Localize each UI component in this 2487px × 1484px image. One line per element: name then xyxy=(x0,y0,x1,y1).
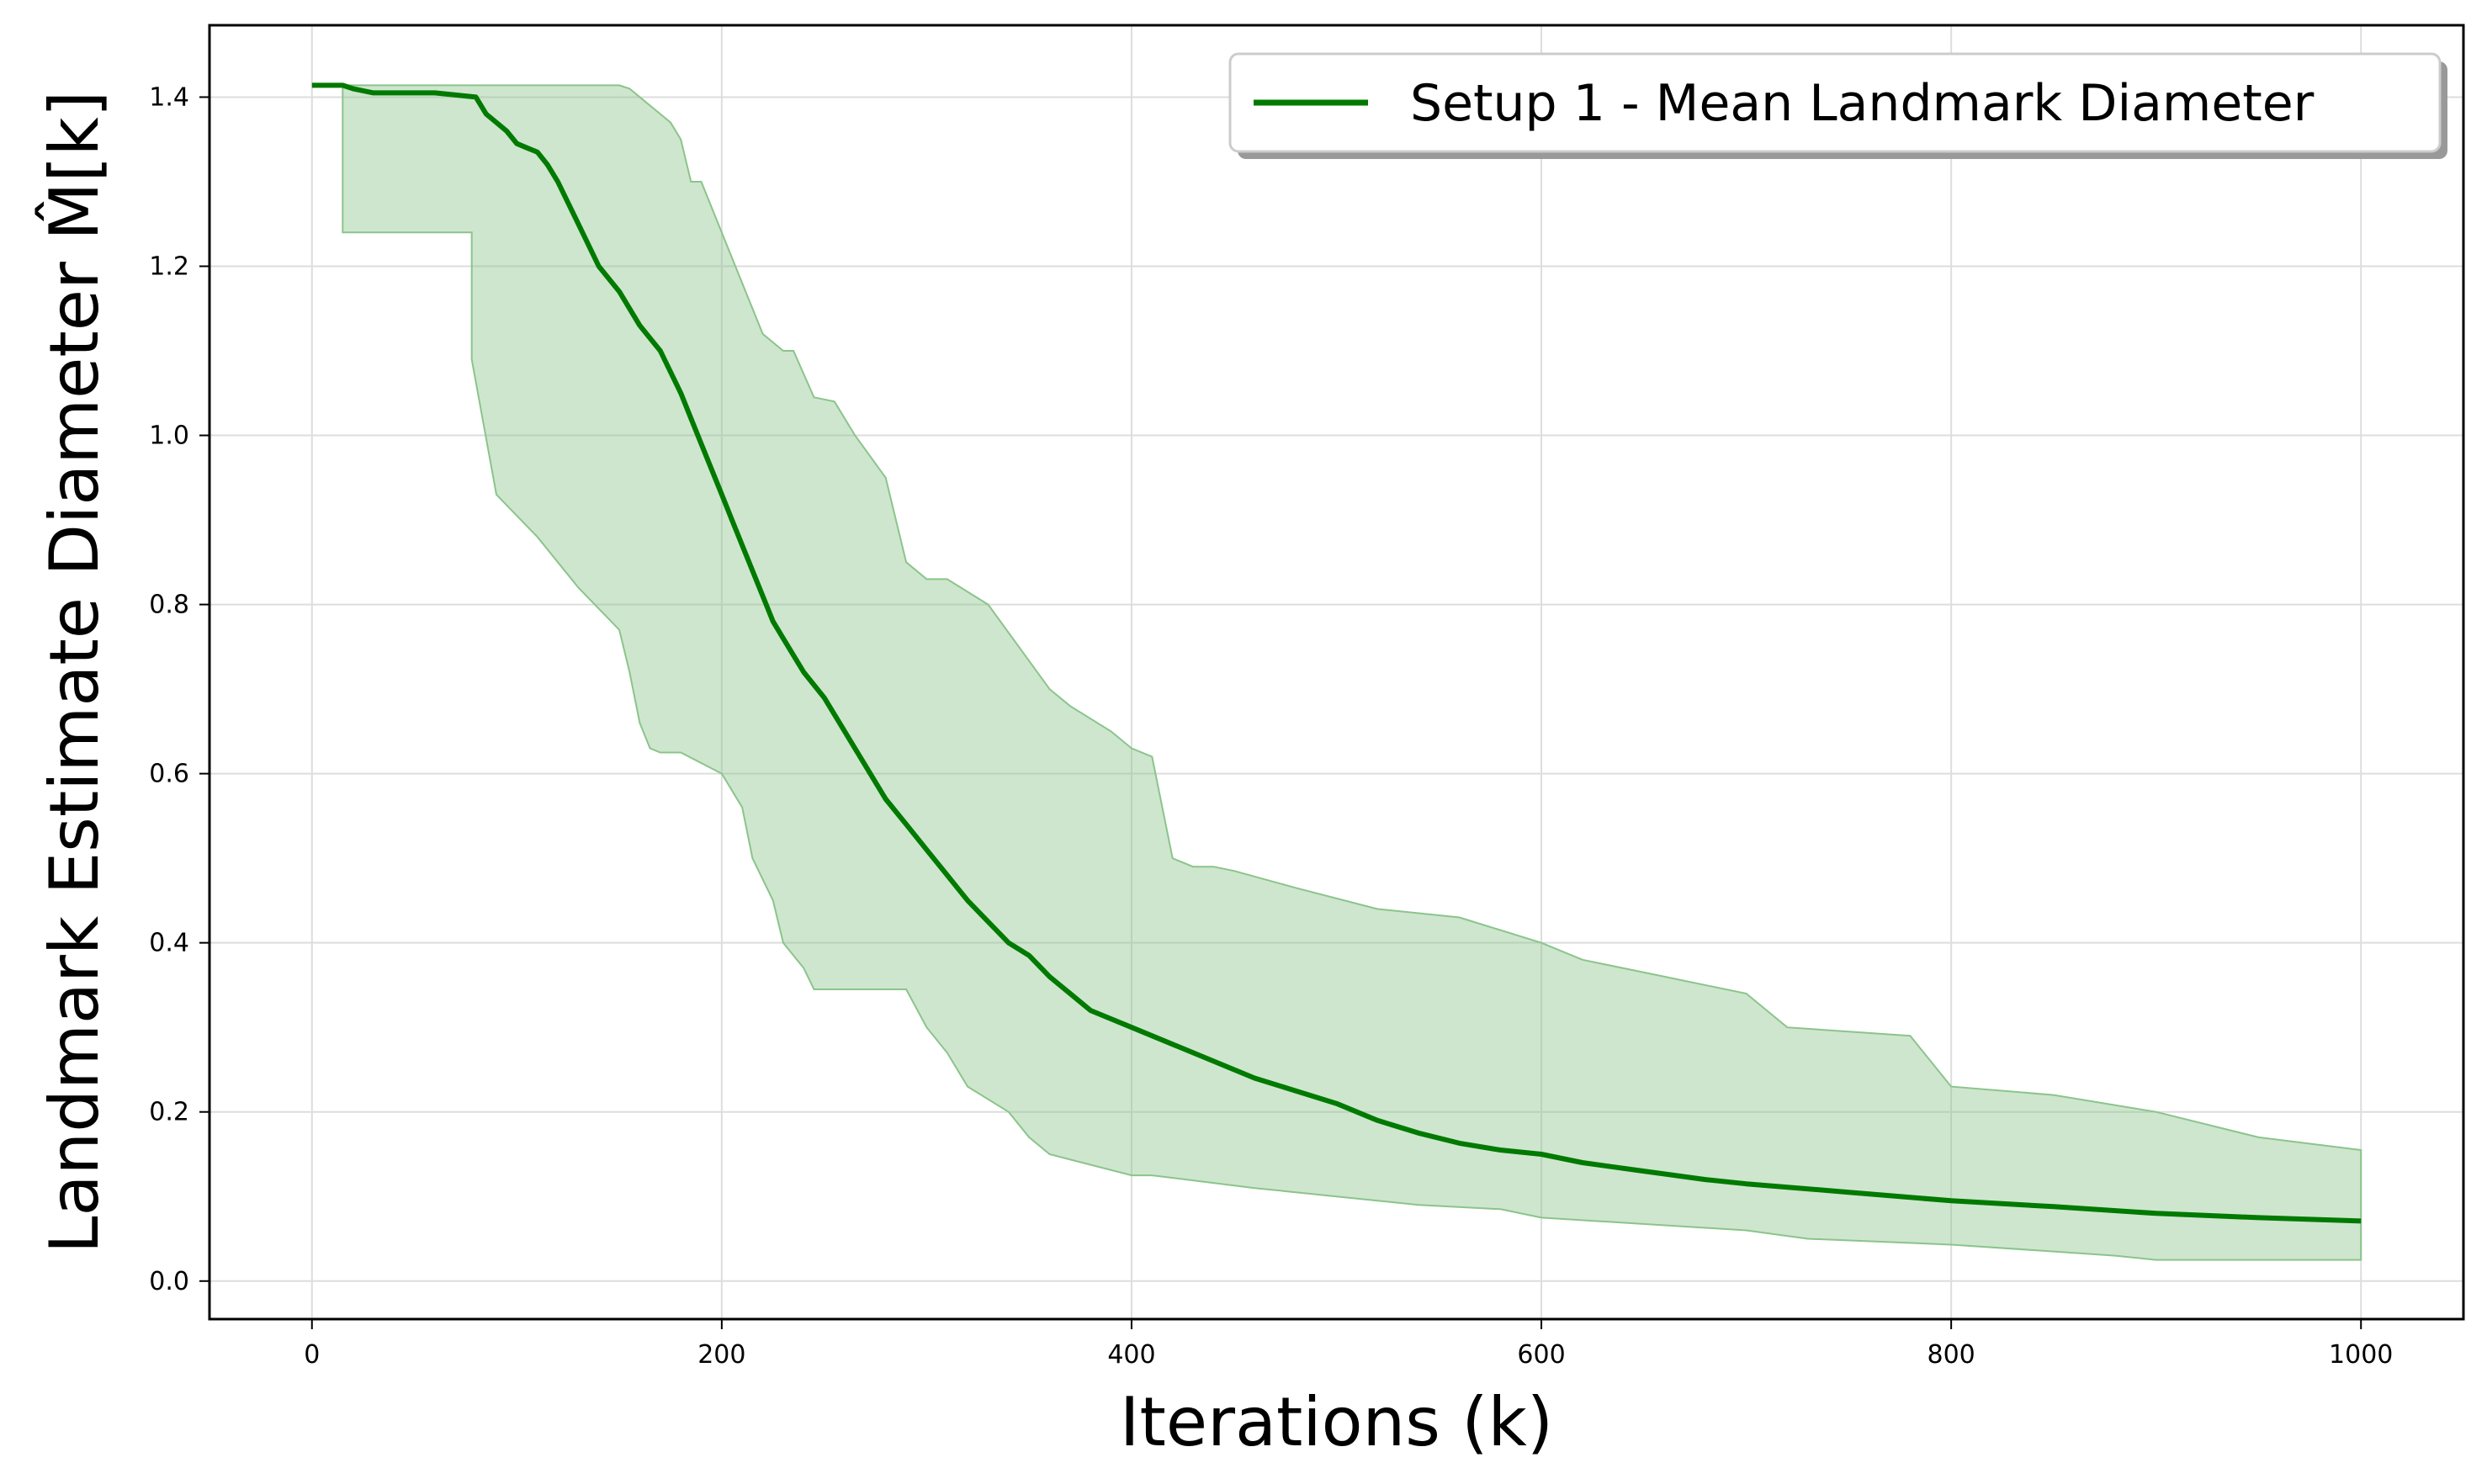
y-tick-label: 0.2 xyxy=(149,1098,189,1127)
x-tick-label: 200 xyxy=(697,1340,745,1370)
y-axis-label: Landmark Estimate Diameter M̂[k] xyxy=(34,91,114,1253)
legend-entry-label: Setup 1 - Mean Landmark Diameter xyxy=(1410,74,2315,133)
y-tick-label: 1.2 xyxy=(149,252,189,281)
x-tick-label: 800 xyxy=(1928,1340,1975,1370)
y-axis-ticks: 0.0 0.2 0.4 0.6 0.8 1.0 1.2 1.4 xyxy=(149,82,209,1296)
y-tick-label: 0.8 xyxy=(149,591,189,620)
y-tick-label: 1.4 xyxy=(149,82,189,112)
y-tick-label: 0.6 xyxy=(149,760,189,789)
x-tick-label: 400 xyxy=(1107,1340,1155,1370)
series-range-band xyxy=(311,84,2362,1261)
y-tick-label: 1.0 xyxy=(149,421,189,451)
plot-frame xyxy=(208,24,2465,1321)
x-tick-label: 0 xyxy=(304,1340,320,1370)
y-tick-label: 0.4 xyxy=(149,929,189,958)
x-tick-label: 600 xyxy=(1517,1340,1565,1370)
series-line xyxy=(311,82,2362,1224)
x-axis-label: Iterations (k) xyxy=(1120,1383,1553,1461)
x-tick-label: 1000 xyxy=(2329,1340,2393,1370)
legend-box xyxy=(1228,52,2442,153)
x-axis-ticks: 0 200 400 600 800 1000 xyxy=(304,1319,2393,1370)
legend: Setup 1 - Mean Landmark Diameter xyxy=(1228,52,2447,159)
y-tick-label: 0.0 xyxy=(149,1267,189,1296)
